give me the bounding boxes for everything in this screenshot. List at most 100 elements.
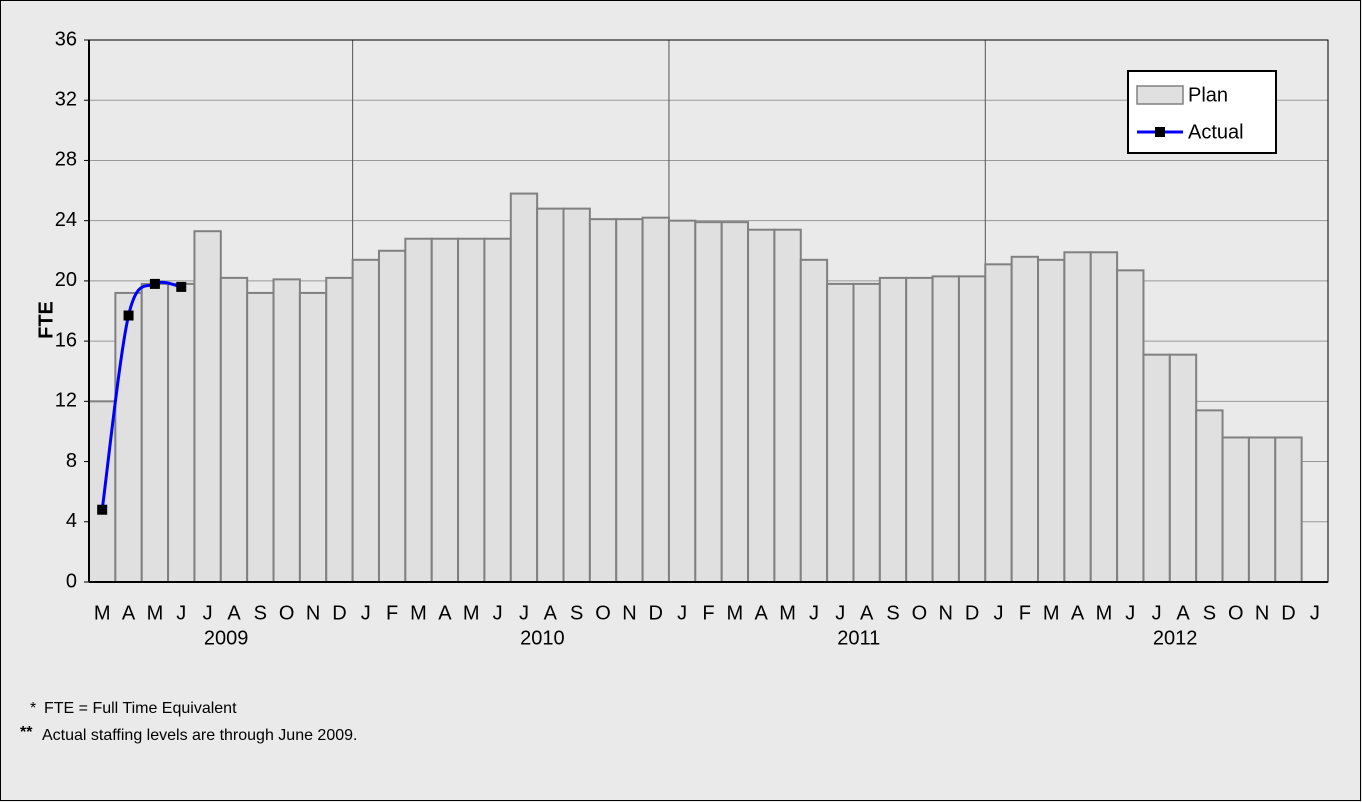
bar xyxy=(984,263,1013,583)
bar xyxy=(430,237,460,583)
x-tick-label: A xyxy=(122,602,136,624)
x-tick-label: F xyxy=(386,602,398,624)
bar xyxy=(298,291,328,583)
x-tick-label: A xyxy=(1071,602,1085,624)
x-tick-label: M xyxy=(147,602,164,624)
x-tick-label: S xyxy=(886,602,899,624)
bar xyxy=(641,216,670,583)
bar xyxy=(694,221,723,584)
note-marker: * xyxy=(30,700,36,717)
x-tick-label: N xyxy=(622,602,636,624)
x-tick-label: O xyxy=(912,602,928,624)
bar xyxy=(720,221,750,584)
bar xyxy=(246,291,275,583)
y-tick-label: 4 xyxy=(66,510,77,532)
x-tick-label: D xyxy=(965,602,979,624)
x-tick-label: M xyxy=(779,602,796,624)
marker xyxy=(176,281,187,292)
bar xyxy=(483,237,512,583)
bar xyxy=(1274,436,1303,584)
x-tick-label: J xyxy=(1152,602,1162,624)
bar xyxy=(1142,353,1171,583)
bar xyxy=(351,258,380,583)
bar xyxy=(140,282,170,583)
y-tick-label: 12 xyxy=(55,390,77,412)
x-tick-label: A xyxy=(544,602,558,624)
y-tick-label: 20 xyxy=(55,269,77,291)
bar xyxy=(404,237,433,583)
bar xyxy=(219,276,249,583)
bar xyxy=(931,275,960,583)
year-label: 2011 xyxy=(837,627,880,649)
legend: Plan Actual xyxy=(1127,70,1277,154)
x-tick-label: J xyxy=(677,602,687,624)
line xyxy=(100,280,182,510)
y-axis-label: FTE xyxy=(35,301,57,339)
x-tick-label: O xyxy=(279,602,295,624)
legend-box xyxy=(1127,70,1277,154)
bar xyxy=(1247,436,1277,584)
bar xyxy=(852,282,881,583)
x-tick-label: M xyxy=(463,602,480,624)
x-tick-label: O xyxy=(1228,602,1244,624)
x-tick-label: J xyxy=(519,602,529,624)
x-tick-label: J xyxy=(1125,602,1135,624)
x-tick-label: J xyxy=(835,602,845,624)
bar xyxy=(1089,251,1119,584)
y-tick-label: 32 xyxy=(55,89,77,111)
x-tick-label: J xyxy=(1310,602,1320,624)
marker xyxy=(97,504,108,515)
y-tick-label: 0 xyxy=(66,570,77,592)
bar xyxy=(1116,269,1145,583)
x-tick-label: J xyxy=(361,602,371,624)
x-tick-label: O xyxy=(595,602,611,624)
x-tick-label: A xyxy=(438,602,452,624)
x-tick-label: S xyxy=(254,602,267,624)
bar xyxy=(562,207,591,583)
x-tick-label: D xyxy=(332,602,346,624)
x-tick-label: M xyxy=(727,602,744,624)
x-tick-label: S xyxy=(570,602,583,624)
x-tick-label: M xyxy=(1096,602,1113,624)
legend-label: Plan xyxy=(1188,84,1228,106)
note-text: Actual staffing levels are through June … xyxy=(42,727,357,744)
bar xyxy=(1037,258,1066,583)
bar xyxy=(878,276,908,583)
x-tick-label: M xyxy=(94,602,111,624)
x-tick-label: J xyxy=(993,602,1003,624)
y-tick-label: 36 xyxy=(55,28,77,50)
y-tick-label: 24 xyxy=(55,209,77,231)
x-tick-label: J xyxy=(203,602,213,624)
bar xyxy=(615,218,644,584)
y-tick-label: 28 xyxy=(55,149,77,171)
bar xyxy=(167,282,196,583)
marker xyxy=(149,278,160,289)
x-tick-label: N xyxy=(939,602,953,624)
bar xyxy=(509,192,539,583)
bar xyxy=(799,258,829,583)
bar xyxy=(193,230,222,583)
bar xyxy=(1063,251,1092,584)
x-tick-label: D xyxy=(1281,602,1295,624)
x-tick-label: A xyxy=(755,602,769,624)
bar xyxy=(536,207,565,583)
x-tick-label: N xyxy=(1255,602,1269,624)
legend-label: Actual xyxy=(1188,121,1244,143)
bar xyxy=(905,276,934,583)
x-tick-label: M xyxy=(1043,602,1060,624)
bar xyxy=(325,276,354,583)
y-tick-label: 8 xyxy=(66,450,77,472)
bar xyxy=(1010,255,1040,583)
note-marker: ** xyxy=(20,724,33,741)
bar xyxy=(747,228,776,583)
x-tick-label: S xyxy=(1203,602,1216,624)
legend-marker xyxy=(1155,127,1165,137)
bar xyxy=(377,249,407,583)
bar xyxy=(667,219,697,584)
x-tick-label: F xyxy=(1019,602,1031,624)
x-tick-label: A xyxy=(227,602,241,624)
bar xyxy=(1195,409,1224,583)
x-tick-label: M xyxy=(410,602,427,624)
marker xyxy=(123,310,134,321)
